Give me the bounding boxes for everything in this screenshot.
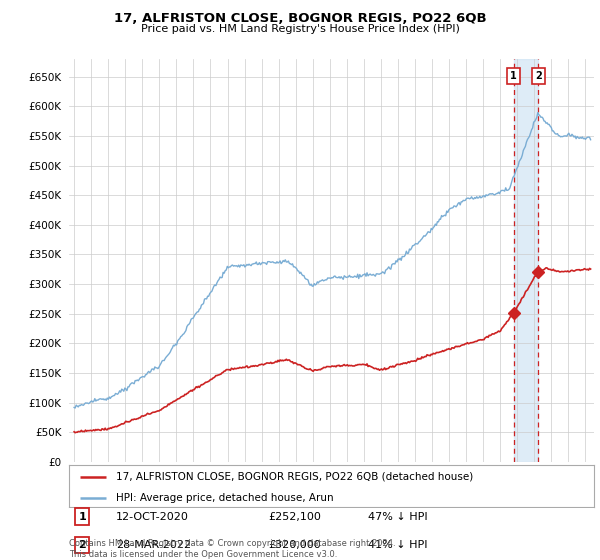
Bar (514, 59, 538, 462)
Text: 47% ↓ HPI: 47% ↓ HPI (368, 512, 428, 522)
Text: 28-MAR-2022: 28-MAR-2022 (116, 540, 191, 550)
Text: £320,000: £320,000 (269, 540, 321, 550)
Text: 12-OCT-2020: 12-OCT-2020 (116, 512, 189, 522)
Text: 2: 2 (535, 71, 542, 81)
Text: 17, ALFRISTON CLOSE, BOGNOR REGIS, PO22 6QB: 17, ALFRISTON CLOSE, BOGNOR REGIS, PO22 … (113, 12, 487, 25)
Text: £252,100: £252,100 (269, 512, 322, 522)
Text: 1: 1 (78, 512, 86, 522)
Text: HPI: Average price, detached house, Arun: HPI: Average price, detached house, Arun (116, 493, 334, 502)
Text: Contains HM Land Registry data © Crown copyright and database right 2024.
This d: Contains HM Land Registry data © Crown c… (69, 539, 395, 559)
Text: 1: 1 (511, 71, 517, 81)
Text: Price paid vs. HM Land Registry's House Price Index (HPI): Price paid vs. HM Land Registry's House … (140, 24, 460, 34)
Text: 41% ↓ HPI: 41% ↓ HPI (368, 540, 428, 550)
Text: 17, ALFRISTON CLOSE, BOGNOR REGIS, PO22 6QB (detached house): 17, ALFRISTON CLOSE, BOGNOR REGIS, PO22 … (116, 472, 473, 482)
Text: 2: 2 (78, 540, 86, 550)
